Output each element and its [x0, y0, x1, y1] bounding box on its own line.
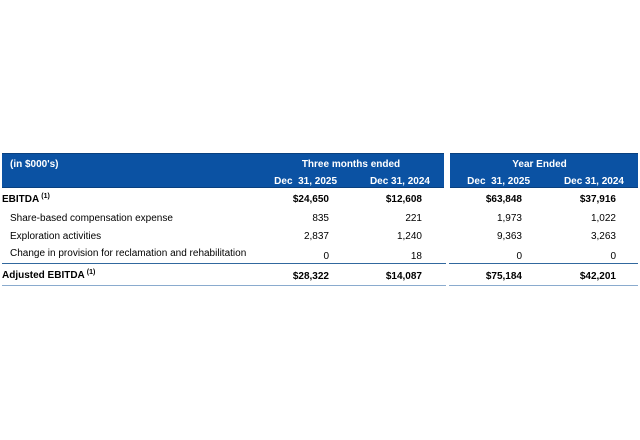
value-y-2024: $42,201 [579, 270, 616, 282]
group-title-year-ended: Year Ended [512, 158, 567, 170]
row-label-text: EBITDA [2, 193, 40, 205]
header-units-cell: (in $000's) [2, 153, 258, 188]
table-row-exploration-activities: Exploration activities 2,837 1,240 9,363… [2, 225, 638, 243]
value-y-2025: $63,848 [485, 194, 522, 205]
value-q-2025: 2,837 [303, 230, 329, 242]
rule-above-adjusted-ebitda-right [449, 262, 638, 264]
value-q-2025: 0 [323, 250, 329, 262]
col-header-y-2025: Dec 31, 2025 [467, 175, 530, 187]
group-dates-year-ended: Dec 31, 2025 Dec 31, 2024 [450, 171, 638, 188]
value-q-2024: $12,608 [385, 194, 422, 205]
header-group-year-ended: Year Ended Dec 31, 2025 Dec 31, 2024 [450, 153, 638, 188]
table-row-adjusted-ebitda: Adjusted EBITDA (1) $28,322 $14,087 $75,1… [2, 265, 638, 287]
row-label: Adjusted EBITDA (1) [2, 265, 258, 287]
rule-below-adjusted-ebitda-right [449, 284, 638, 286]
value-q-2024: $14,087 [385, 270, 422, 282]
row-label-text: Adjusted EBITDA [2, 270, 85, 281]
value-y-2025: 0 [516, 250, 522, 262]
value-y-2024: 1,022 [590, 212, 616, 224]
value-y-2025: 1,973 [496, 212, 522, 224]
header-group-gap [444, 153, 450, 188]
col-header-y-2024: Dec 31, 2024 [563, 175, 624, 187]
table-row-ebitda: EBITDA (1) $24,650 $12,608 $63,848 $37,91… [2, 188, 638, 207]
value-q-2025: $24,650 [292, 194, 329, 205]
value-y-2024: 3,263 [590, 230, 616, 242]
row-label: Change in provision for reclamation and … [10, 248, 247, 259]
col-header-q-2024: Dec 31, 2024 [369, 175, 430, 187]
value-q-2025: 835 [312, 212, 329, 224]
value-y-2025: $75,184 [485, 270, 522, 282]
footnote-marker: (1) [86, 269, 96, 276]
row-label: EBITDA (1) [2, 188, 258, 207]
group-dates-three-months: Dec 31, 2025 Dec 31, 2024 [258, 171, 444, 188]
table-row-share-based-compensation: Share-based compensation expense 835 221… [2, 207, 638, 225]
value-q-2024: 18 [410, 250, 422, 262]
row-label: Exploration activities [10, 230, 102, 242]
value-q-2025: $28,322 [292, 270, 329, 282]
value-y-2024: $37,916 [579, 194, 616, 205]
value-y-2025: 9,363 [496, 230, 522, 242]
header-group-three-months: Three months ended Dec 31, 2025 Dec 31, … [258, 153, 444, 188]
ebitda-reconciliation-table: (in $000's) Three months ended Dec 31, 2… [2, 153, 638, 287]
value-q-2024: 221 [405, 212, 422, 224]
rule-above-adjusted-ebitda-left [2, 262, 446, 264]
col-header-q-2025: Dec 31, 2025 [274, 175, 337, 187]
row-label: Share-based compensation expense [10, 212, 173, 224]
footnote-marker: (1) [41, 192, 50, 200]
rule-below-adjusted-ebitda-left [2, 284, 446, 286]
table-header: (in $000's) Three months ended Dec 31, 2… [2, 153, 638, 188]
units-label: (in $000's) [10, 158, 59, 170]
value-y-2024: 0 [610, 250, 616, 262]
table-row-provision-reclamation: Change in provision for reclamation and … [2, 243, 638, 265]
value-q-2024: 1,240 [396, 230, 422, 242]
group-title-three-months: Three months ended [301, 158, 401, 170]
